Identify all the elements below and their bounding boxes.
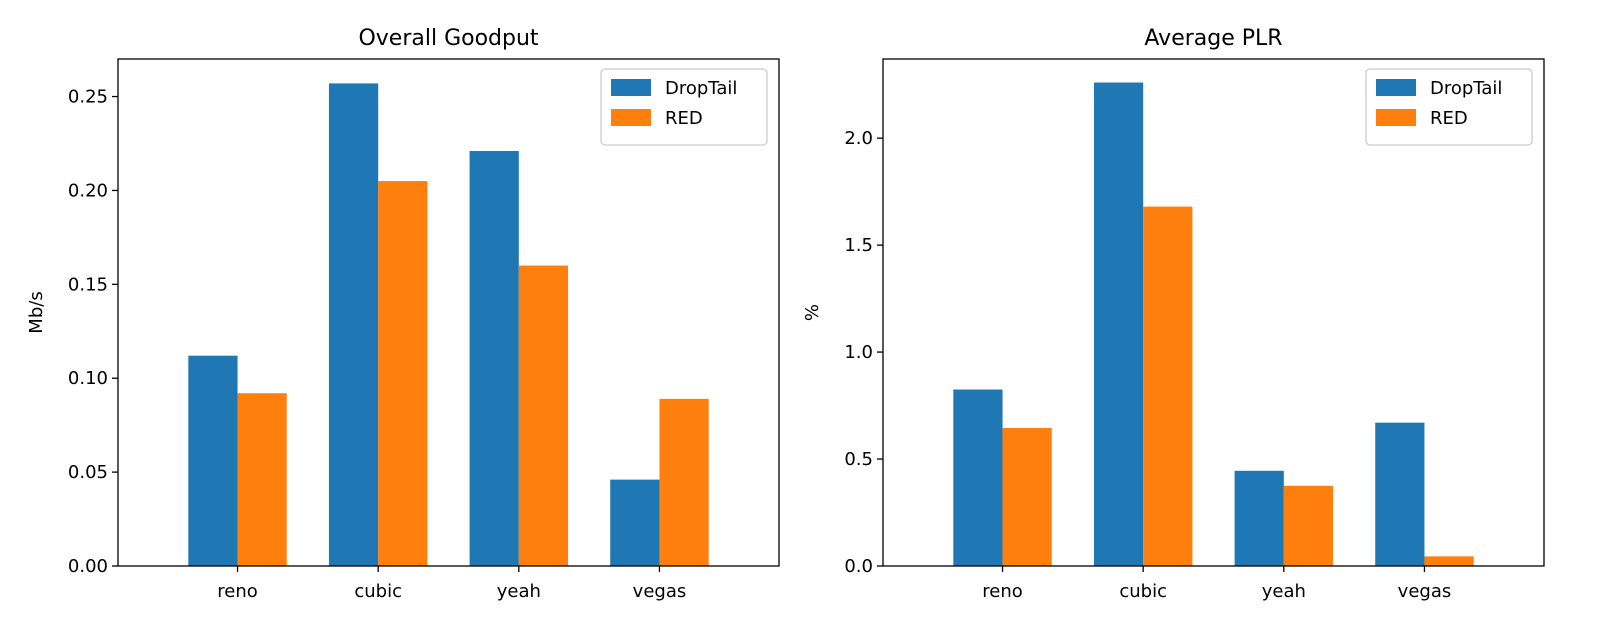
y-tick-label: 0.20	[68, 180, 108, 201]
bar-red-yeah	[1283, 485, 1334, 566]
legend-label-red: RED	[665, 108, 703, 129]
legend-swatch-red	[611, 109, 651, 126]
bar-droptail-cubic	[328, 83, 379, 567]
x-tick-label-reno: reno	[217, 581, 258, 602]
bar-droptail-vegas	[1375, 422, 1425, 566]
plot-frame	[882, 58, 1545, 567]
bar-droptail-yeah	[1234, 470, 1284, 566]
x-tick-label-cubic: cubic	[1119, 581, 1167, 602]
y-tick-label: 1.5	[844, 235, 873, 256]
y-axis-label: %	[802, 304, 823, 321]
legend-label-droptail: DropTail	[665, 78, 737, 99]
y-tick-label: 0.05	[68, 462, 108, 483]
bar-red-yeah	[518, 265, 569, 566]
x-tick-label-cubic: cubic	[354, 581, 402, 602]
y-tick-label: 0.0	[844, 556, 873, 577]
bar-red-vegas	[1424, 556, 1474, 566]
x-tick-label-vegas: vegas	[633, 581, 687, 602]
y-tick-label: 0.5	[844, 449, 873, 470]
x-tick-label-vegas: vegas	[1398, 581, 1452, 602]
y-tick-label: 2.0	[844, 128, 873, 149]
y-tick-label: 0.10	[68, 368, 108, 389]
y-tick-label: 1.0	[844, 342, 873, 363]
bar-droptail-yeah	[469, 151, 519, 566]
legend-swatch-droptail	[611, 79, 651, 96]
y-tick-label: 0.25	[68, 87, 108, 108]
bar-red-cubic	[1143, 206, 1193, 566]
x-tick-label-reno: reno	[982, 581, 1023, 602]
y-tick-label: 0.00	[68, 556, 108, 577]
legend-label-red: RED	[1430, 108, 1468, 129]
bar-droptail-reno	[953, 389, 1003, 566]
chart-title: Overall Goodput	[358, 26, 538, 51]
bar-droptail-reno	[188, 355, 238, 566]
y-axis-label: Mb/s	[26, 291, 47, 333]
legend: DropTail RED	[1365, 68, 1533, 146]
legend-swatch-red	[1376, 109, 1416, 126]
bar-red-reno	[237, 393, 287, 566]
bar-droptail-vegas	[610, 479, 660, 566]
bar-red-cubic	[378, 181, 428, 567]
plot-frame	[117, 58, 780, 567]
x-tick-label-yeah: yeah	[497, 581, 541, 602]
legend-swatch-droptail	[1376, 79, 1416, 96]
chart-panel-0: 0.00 0.05 0.10 0.15 0.20 0.25 reno cubic yeah veg…	[26, 26, 780, 602]
chart-title: Average PLR	[1144, 26, 1282, 51]
legend-label-droptail: DropTail	[1430, 78, 1502, 99]
y-tick-label: 0.15	[68, 274, 108, 295]
chart-panel-1: 0.0 0.5 1.0 1.5 2.0 reno cubic yeah vegas Average…	[802, 26, 1545, 602]
legend: DropTail RED	[600, 68, 768, 146]
bar-red-reno	[1002, 428, 1052, 566]
x-tick-label-yeah: yeah	[1262, 581, 1306, 602]
bar-red-vegas	[659, 398, 709, 566]
bar-droptail-cubic	[1093, 82, 1144, 566]
